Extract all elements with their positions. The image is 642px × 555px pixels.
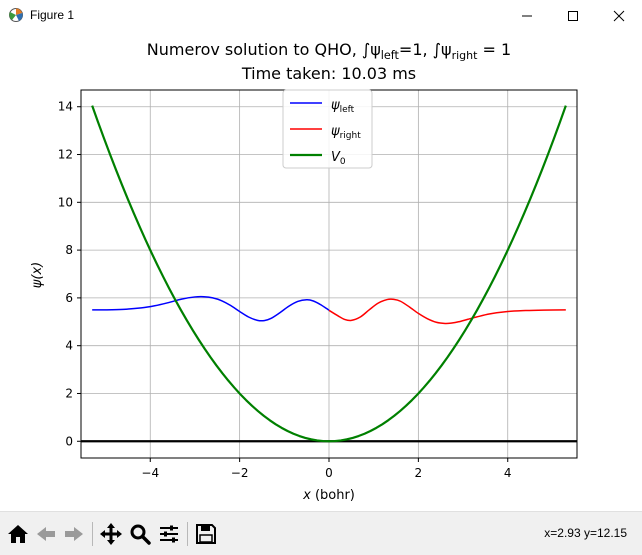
ticks: −4 −2 0 2 4 0 2 4 6 8 10 12 14 (58, 100, 512, 480)
series-line-psi-left (92, 295, 330, 322)
close-icon (613, 10, 625, 21)
pan-button[interactable] (97, 520, 125, 548)
y-tick-label: 2 (65, 386, 73, 400)
x-tick-label: −4 (141, 466, 159, 480)
save-icon (196, 524, 216, 544)
x-tick-label: 2 (415, 466, 423, 480)
legend-box (282, 89, 373, 169)
y-axis-label: ψ(x) (30, 262, 45, 288)
zoom-icon (130, 524, 151, 545)
chart-svg: −4 −2 0 2 4 0 2 4 6 8 10 12 14 Numerov solution to Q… (30, 40, 578, 503)
maximize-button[interactable] (550, 0, 596, 31)
maximize-icon (568, 10, 578, 21)
navigation-toolbar: x=2.93 y=12.15 (0, 511, 642, 555)
close-button[interactable] (596, 0, 642, 31)
window-titlebar: Figure 1 (0, 0, 642, 31)
y-tick-label: 12 (58, 148, 73, 162)
chart-title-line1: Numerov solution to QHO, ∫ψleft=1, ∫ψrig… (147, 40, 511, 62)
zoom-button[interactable] (126, 520, 154, 548)
pan-icon (100, 523, 122, 545)
x-axis-label: x (bohr) (302, 488, 355, 503)
legend-label-psi-right: ψright (331, 124, 361, 141)
series-line-psi-right (328, 298, 566, 325)
toolbar-separator (92, 522, 93, 546)
y-tick-label: 10 (58, 195, 73, 209)
forward-button[interactable] (60, 520, 88, 548)
series-line-v0 (91, 105, 567, 443)
subplots-button[interactable] (155, 520, 183, 548)
minimize-button[interactable] (504, 0, 550, 31)
y-tick-label: 6 (65, 291, 73, 305)
save-button[interactable] (192, 520, 220, 548)
legend-label-v0: V0 (331, 150, 346, 167)
toolbar-separator (187, 522, 188, 546)
y-tick-label: 8 (65, 243, 73, 257)
matplotlib-app-icon (9, 8, 23, 22)
series-layer (91, 105, 567, 443)
minimize-icon (522, 15, 532, 16)
window-title: Figure 1 (30, 8, 75, 22)
chart-title-line2: Time taken: 10.03 ms (241, 64, 416, 83)
figure-canvas[interactable]: −4 −2 0 2 4 0 2 4 6 8 10 12 14 Numerov solution to Q… (0, 31, 642, 511)
subplots-icon (160, 525, 178, 543)
home-button[interactable] (4, 520, 32, 548)
back-button[interactable] (32, 520, 60, 548)
x-tick-label: 0 (325, 466, 333, 480)
y-tick-label: 0 (65, 434, 73, 448)
cursor-coordinates: x=2.93 y=12.15 (544, 526, 627, 540)
legend-label-psi-left: ψleft (331, 98, 355, 115)
back-icon (37, 527, 55, 541)
legend: ψleft ψright V0 (282, 89, 373, 169)
x-tick-label: −2 (231, 466, 249, 480)
x-tick-label: 4 (504, 466, 512, 480)
forward-icon (65, 527, 83, 541)
home-icon (8, 525, 28, 543)
y-tick-label: 14 (58, 100, 73, 114)
y-tick-label: 4 (65, 339, 73, 353)
